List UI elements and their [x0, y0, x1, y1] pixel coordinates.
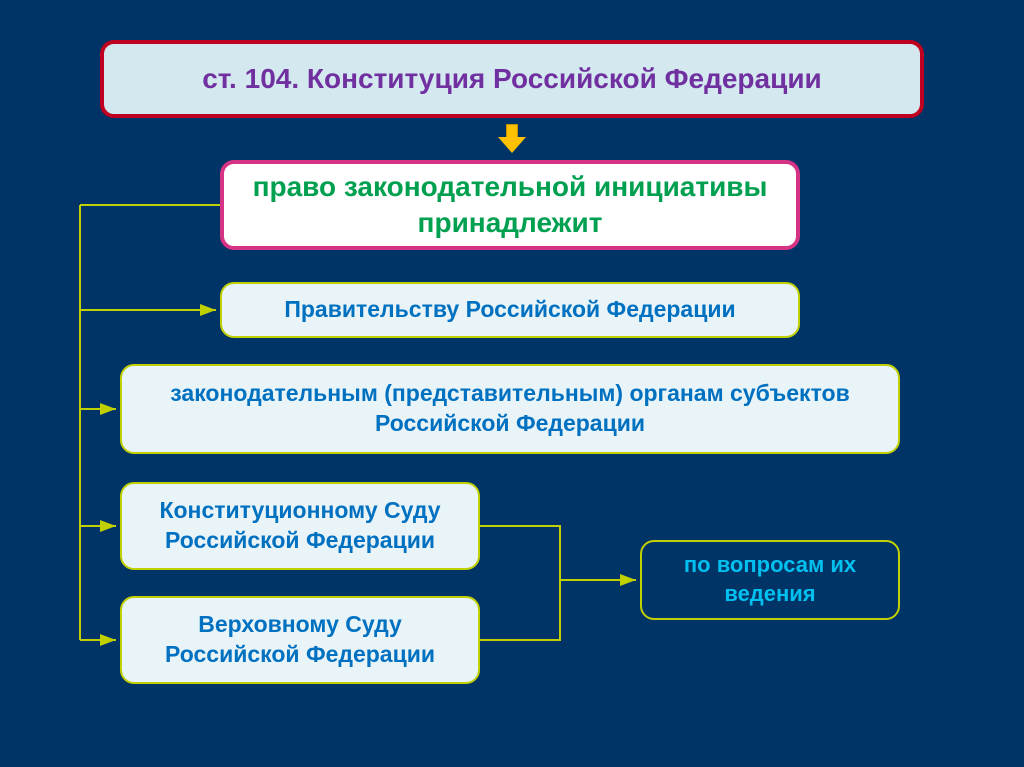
item-box-4: Верховному Суду Российской Федерации — [120, 596, 480, 684]
item-text: законодательным (представительным) орган… — [142, 379, 878, 439]
arrow-down-icon — [498, 124, 526, 154]
title-text: ст. 104. Конституция Российской Федераци… — [202, 61, 822, 97]
right-holder-box: право законодательной инициативы принадл… — [220, 160, 800, 250]
item-box-1: Правительству Российской Федерации — [220, 282, 800, 338]
note-box: по вопросам их ведения — [640, 540, 900, 620]
item-box-2: законодательным (представительным) орган… — [120, 364, 900, 454]
item-box-3: Конституционному Суду Российской Федерац… — [120, 482, 480, 570]
item-text: Правительству Российской Федерации — [284, 295, 735, 325]
note-text: по вопросам их ведения — [662, 551, 878, 608]
title-box: ст. 104. Конституция Российской Федераци… — [100, 40, 924, 118]
item-text: Конституционному Суду Российской Федерац… — [142, 496, 458, 556]
item-text: Верховному Суду Российской Федерации — [142, 610, 458, 670]
right-holder-text: право законодательной инициативы принадл… — [244, 169, 776, 242]
